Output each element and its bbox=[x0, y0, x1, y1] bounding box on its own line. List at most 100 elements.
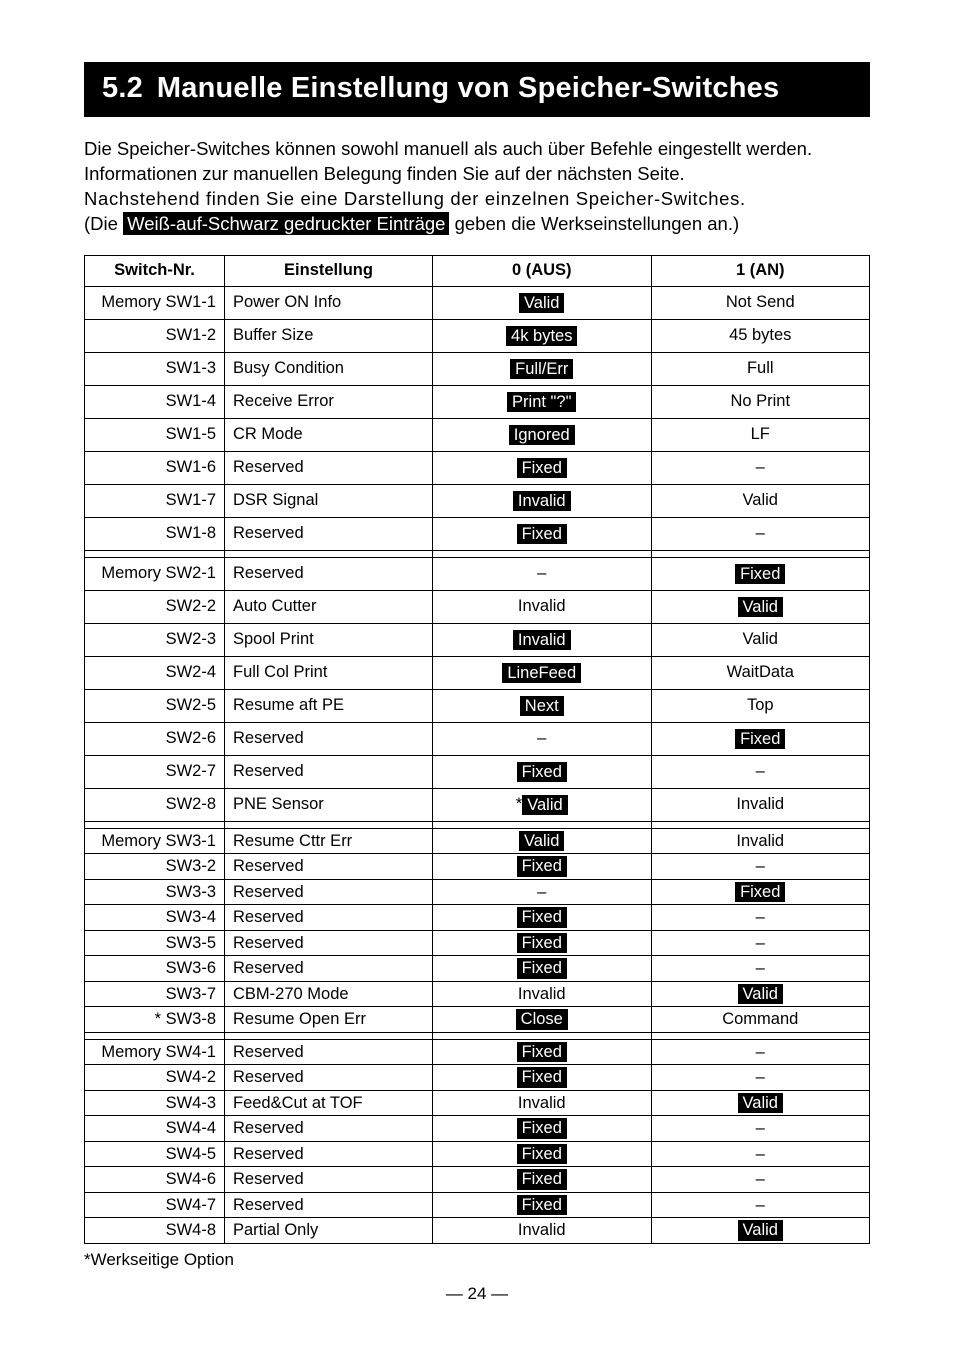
table-row: SW2-8PNE Sensor*ValidInvalid bbox=[85, 788, 870, 821]
switch-setting: Reserved bbox=[225, 1040, 432, 1065]
value-off: 4k bytes bbox=[506, 326, 577, 347]
table-row: SW2-3Spool PrintInvalidValid bbox=[85, 623, 870, 656]
table-row: * SW3-8Resume Open Err Close Command bbox=[85, 1007, 870, 1033]
switch-table: Switch-Nr. Einstellung 0 (AUS) 1 (AN) Me… bbox=[84, 255, 870, 1244]
switch-number: * SW3-8 bbox=[85, 1007, 224, 1032]
switch-setting: Partial Only bbox=[225, 1218, 432, 1243]
value-on: Valid bbox=[738, 1220, 783, 1241]
switch-setting: Spool Print bbox=[225, 624, 432, 656]
switch-number: SW2-2 bbox=[85, 591, 224, 623]
value-off: Full/Err bbox=[510, 359, 573, 380]
switch-number: SW3-4 bbox=[85, 905, 224, 930]
value-off: Valid bbox=[519, 293, 564, 314]
value-on: – bbox=[756, 857, 765, 876]
value-on: Invalid bbox=[736, 795, 784, 814]
table-row: SW1-8ReservedFixed– bbox=[85, 517, 870, 550]
switch-number: SW4-7 bbox=[85, 1193, 224, 1218]
value-on: – bbox=[756, 1170, 765, 1189]
section-heading: 5.2Manuelle Einstellung von Speicher-Swi… bbox=[84, 62, 870, 117]
switch-number: Memory SW1-1 bbox=[85, 287, 224, 319]
value-on: – bbox=[756, 1043, 765, 1062]
table-row: SW1-3Busy ConditionFull/ErrFull bbox=[85, 352, 870, 385]
table-row: SW1-4Receive ErrorPrint "?"No Print bbox=[85, 385, 870, 418]
value-on: Not Send bbox=[726, 293, 795, 312]
intro-line-3: Nachstehend finden Sie eine Darstellung … bbox=[84, 188, 746, 209]
value-on: Valid bbox=[743, 630, 778, 649]
table-row: Memory SW1-1Power ON InfoValidNot Send bbox=[85, 286, 870, 319]
value-on: Valid bbox=[738, 984, 783, 1005]
value-off: Fixed bbox=[517, 458, 567, 479]
switch-number: Memory SW4-1 bbox=[85, 1040, 224, 1065]
switch-number: SW1-4 bbox=[85, 386, 224, 418]
value-on: – bbox=[756, 1119, 765, 1138]
switch-number: Memory SW2-1 bbox=[85, 558, 224, 590]
value-off: Fixed bbox=[517, 1144, 567, 1165]
value-on: 45 bytes bbox=[729, 326, 791, 345]
switch-setting: Full Col Print bbox=[225, 657, 432, 689]
value-on: Fixed bbox=[735, 564, 785, 585]
header-off: 0 (AUS) bbox=[433, 255, 652, 286]
value-on: – bbox=[756, 524, 765, 543]
value-off: – bbox=[537, 729, 546, 748]
switch-setting: Busy Condition bbox=[225, 353, 432, 385]
value-on: – bbox=[756, 1068, 765, 1087]
value-on: Command bbox=[722, 1010, 798, 1029]
switch-number: SW2-6 bbox=[85, 723, 224, 755]
table-row: SW3-5ReservedFixed– bbox=[85, 930, 870, 956]
intro-inverted-text: Weiß-auf-Schwarz gedruckter Einträge bbox=[123, 212, 449, 235]
intro-line-1: Die Speicher-Switches können sowohl manu… bbox=[84, 138, 812, 159]
intro-line-4b: geben die Werkseinstellungen an.) bbox=[449, 213, 739, 234]
switch-setting: CR Mode bbox=[225, 419, 432, 451]
switch-setting: Feed&Cut at TOF bbox=[225, 1091, 432, 1116]
switch-setting: Reserved bbox=[225, 854, 432, 879]
switch-setting: Reserved bbox=[225, 756, 432, 788]
table-row: Memory SW2-1Reserved–Fixed bbox=[85, 557, 870, 590]
page-number: — 24 — bbox=[0, 1284, 954, 1304]
value-off: Fixed bbox=[517, 907, 567, 928]
switch-setting: Buffer Size bbox=[225, 320, 432, 352]
value-off: Close bbox=[516, 1009, 568, 1030]
switch-setting: Reserved bbox=[225, 1116, 432, 1141]
switch-setting: Reserved bbox=[225, 905, 432, 930]
value-off: Fixed bbox=[517, 524, 567, 545]
switch-number: SW4-5 bbox=[85, 1142, 224, 1167]
switch-number: SW2-8 bbox=[85, 789, 224, 821]
switch-setting: Resume Cttr Err bbox=[225, 829, 432, 854]
table-row: SW3-7CBM-270 ModeInvalidValid bbox=[85, 981, 870, 1007]
value-off: Fixed bbox=[517, 1195, 567, 1216]
table-row: SW2-5Resume aft PENextTop bbox=[85, 689, 870, 722]
table-row: SW3-4ReservedFixed– bbox=[85, 905, 870, 931]
table-row: SW2-4Full Col PrintLineFeedWaitData bbox=[85, 656, 870, 689]
table-row: SW4-4ReservedFixed– bbox=[85, 1116, 870, 1142]
value-on: Fixed bbox=[735, 729, 785, 750]
value-on: Fixed bbox=[735, 882, 785, 903]
value-off: Next bbox=[520, 696, 564, 717]
header-on: 1 (AN) bbox=[651, 255, 870, 286]
table-row: Memory SW3-1Resume Cttr ErrValidInvalid bbox=[85, 828, 870, 854]
switch-number: SW4-6 bbox=[85, 1167, 224, 1192]
switch-number: SW4-8 bbox=[85, 1218, 224, 1243]
value-off: Fixed bbox=[517, 1067, 567, 1088]
switch-setting: Resume Open Err bbox=[225, 1007, 432, 1032]
switch-number: SW2-5 bbox=[85, 690, 224, 722]
switch-number: Memory SW3-1 bbox=[85, 829, 224, 854]
switch-number: SW3-5 bbox=[85, 931, 224, 956]
switch-setting: Reserved bbox=[225, 518, 432, 550]
value-off: – bbox=[537, 564, 546, 583]
switch-number: SW2-4 bbox=[85, 657, 224, 689]
table-row: SW4-7ReservedFixed– bbox=[85, 1192, 870, 1218]
table-row: SW4-3Feed&Cut at TOFInvalidValid bbox=[85, 1090, 870, 1116]
table-row: Memory SW4-1ReservedFixed– bbox=[85, 1039, 870, 1065]
switch-number: SW3-7 bbox=[85, 982, 224, 1007]
switch-number: SW4-3 bbox=[85, 1091, 224, 1116]
switch-number: SW2-7 bbox=[85, 756, 224, 788]
value-off: Invalid bbox=[518, 985, 566, 1004]
table-row: SW1-2Buffer Size 4k bytes 45 bytes bbox=[85, 319, 870, 352]
switch-setting: Auto Cutter bbox=[225, 591, 432, 623]
table-row: SW1-5CR ModeIgnoredLF bbox=[85, 418, 870, 451]
value-on: Full bbox=[747, 359, 774, 378]
value-on: No Print bbox=[730, 392, 790, 411]
value-on: Top bbox=[747, 696, 774, 715]
switch-number: SW1-2 bbox=[85, 320, 224, 352]
switch-number: SW3-3 bbox=[85, 880, 224, 905]
